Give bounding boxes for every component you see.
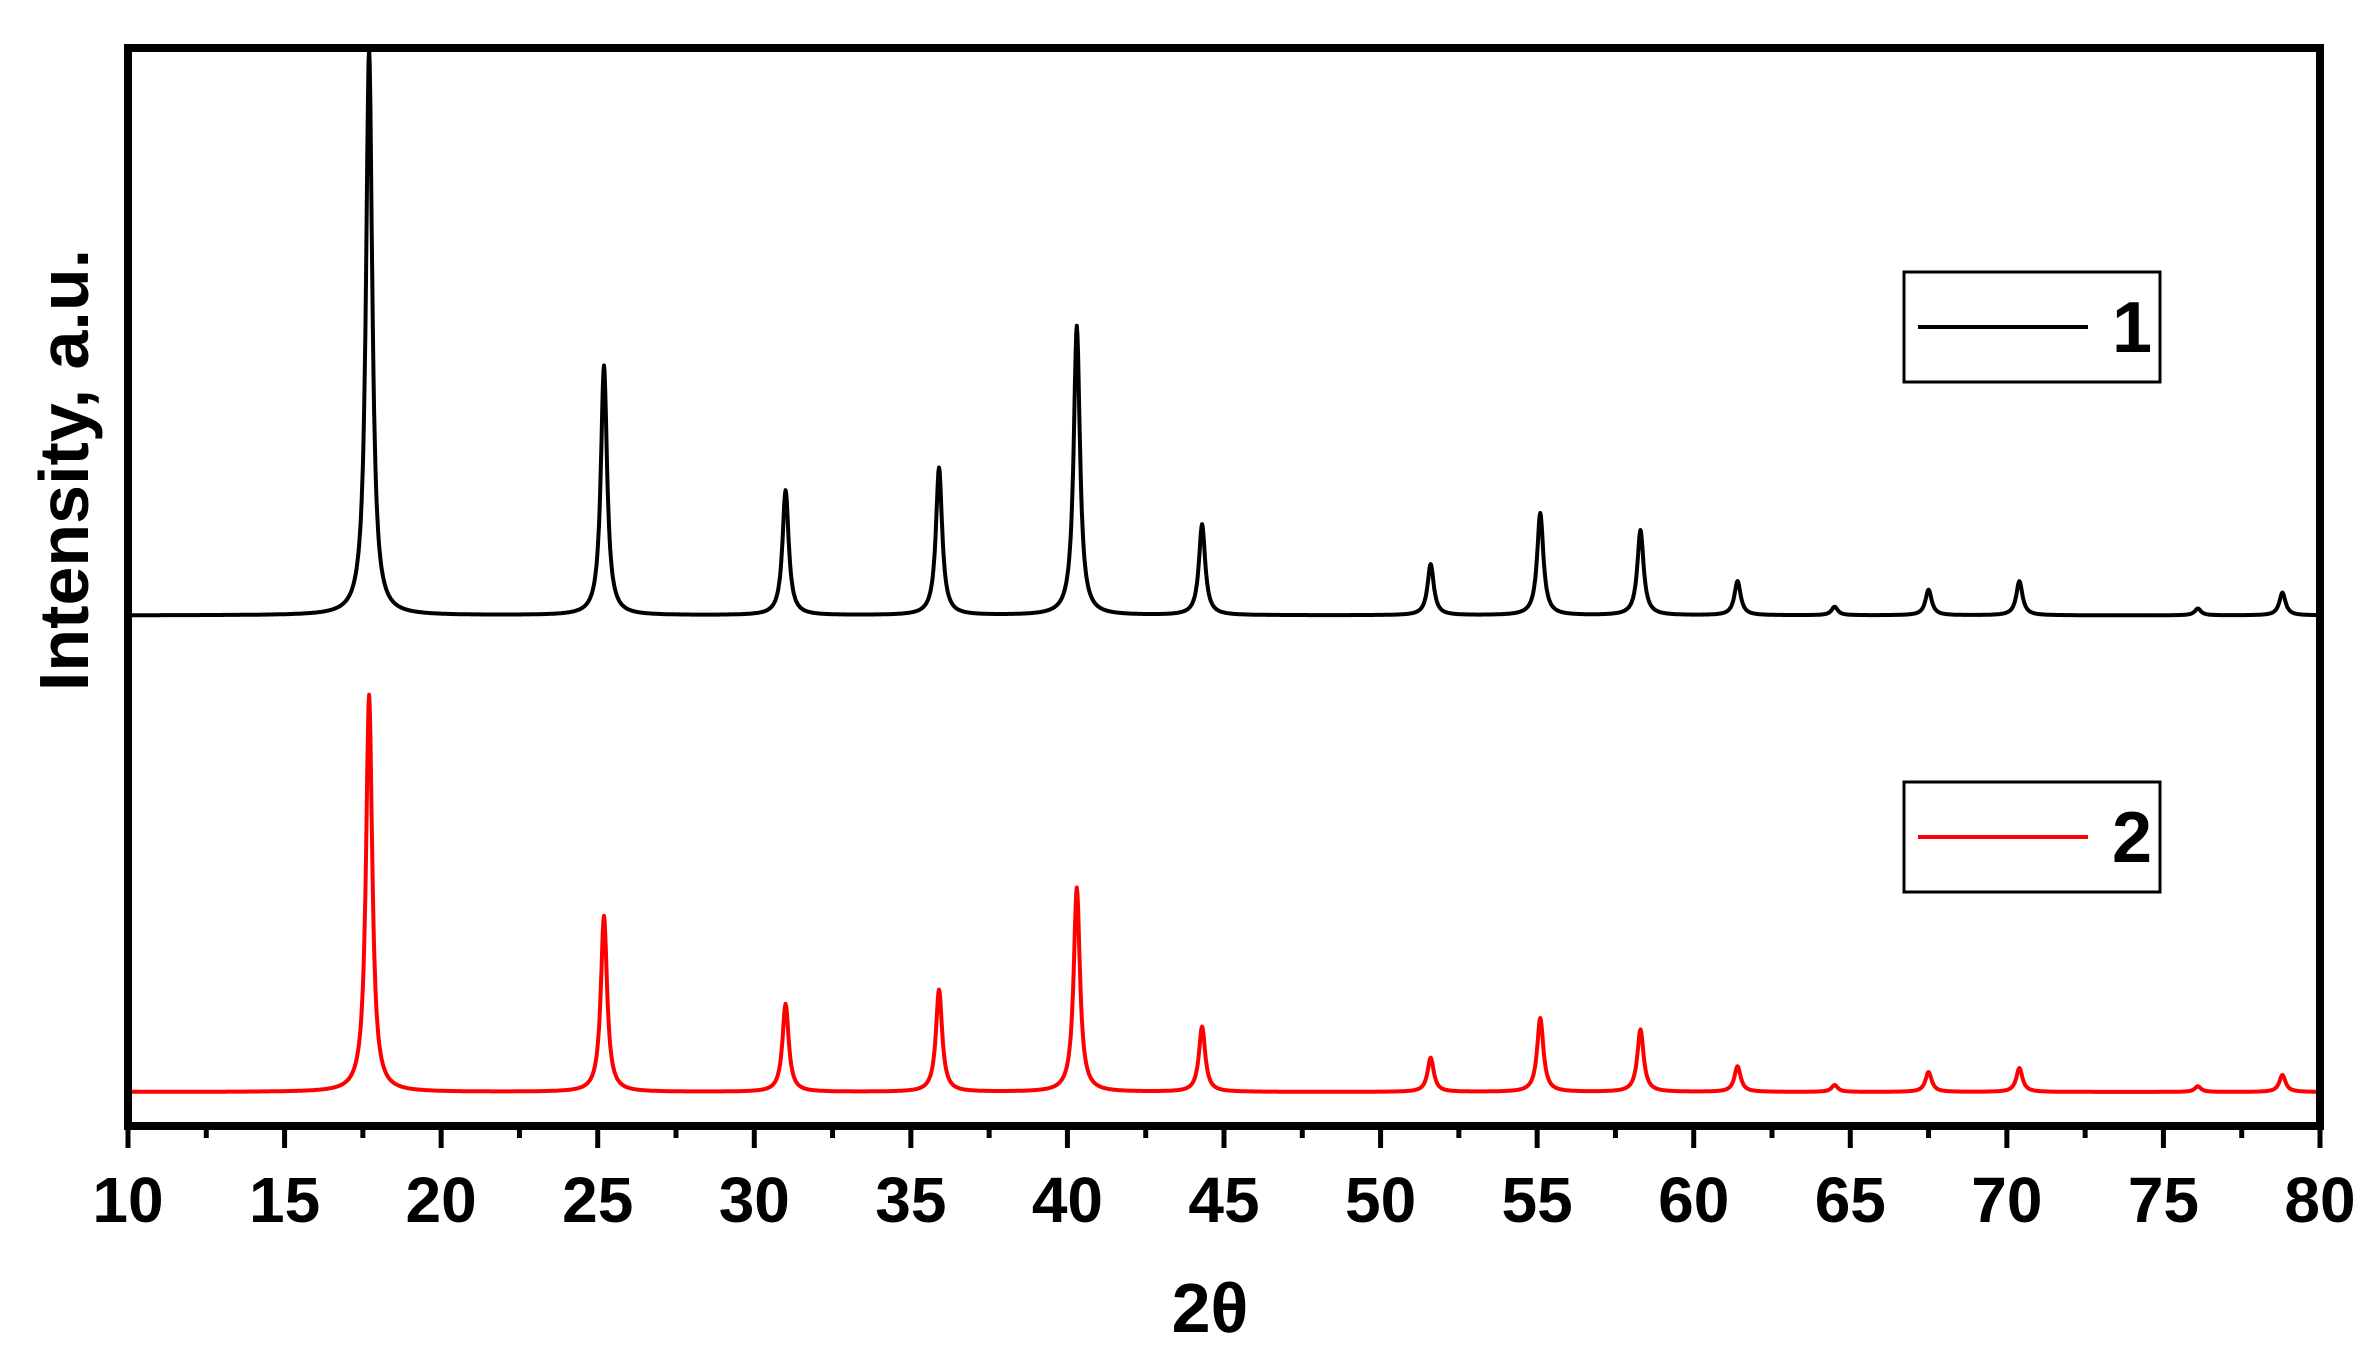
- x-tick-label: 65: [1815, 1164, 1886, 1236]
- legend-label-2: 2: [2112, 798, 2152, 878]
- x-tick-label: 15: [249, 1164, 320, 1236]
- x-tick-label: 30: [719, 1164, 790, 1236]
- series-layer: [126, 45, 2322, 1094]
- legend-item-1: 1: [1902, 270, 2162, 384]
- x-axis-ticks: 10 15 20 25 30 35 40 45 50 55 60 65 70 75 80: [92, 1126, 2356, 1236]
- x-tick-label: 50: [1345, 1164, 1416, 1236]
- x-tick-label: 55: [1502, 1164, 1573, 1236]
- x-tick-label: 35: [875, 1164, 946, 1236]
- x-tick-label: 45: [1188, 1164, 1259, 1236]
- x-tick-label: 10: [92, 1164, 163, 1236]
- x-tick-label: 40: [1032, 1164, 1103, 1236]
- x-tick-label: 80: [2284, 1164, 2355, 1236]
- x-axis-title: 2θ: [1172, 1269, 1249, 1347]
- y-axis-title: Intensity, a.u.: [25, 249, 103, 691]
- series-line-2: [126, 692, 2322, 1094]
- x-tick-label: 20: [406, 1164, 477, 1236]
- x-tick-label: 75: [2128, 1164, 2199, 1236]
- legend-label-1: 1: [2112, 288, 2152, 368]
- x-tick-label: 60: [1658, 1164, 1729, 1236]
- x-tick-label: 70: [1971, 1164, 2042, 1236]
- plot-frame: [124, 44, 2324, 1130]
- legend: 12: [1902, 270, 2162, 894]
- series-line-1: [126, 45, 2322, 618]
- x-tick-label: 25: [562, 1164, 633, 1236]
- legend-item-2: 2: [1902, 780, 2162, 894]
